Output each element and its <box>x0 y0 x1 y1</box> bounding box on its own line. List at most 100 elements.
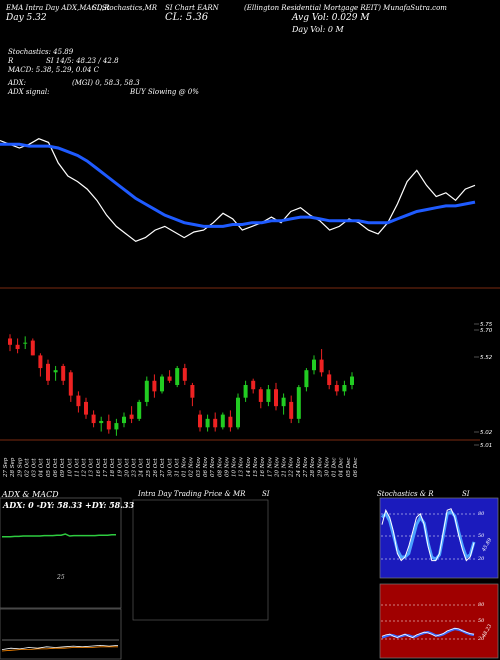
stoch-r-line <box>380 509 476 562</box>
candle-body <box>296 387 301 419</box>
date-label: 06 Dec <box>353 458 359 478</box>
candle-body <box>220 414 225 428</box>
candle-body <box>319 359 324 373</box>
date-label: 19 Oct <box>117 458 123 477</box>
rsi-level-80: 80 <box>478 602 485 608</box>
date-axis-group: 27 Sep 28 Sep 29 Sep 02 Oct 03 Oct 04 Oct 05 O… <box>3 456 359 478</box>
price-tick-label: 5.52 <box>480 355 493 361</box>
candle-body <box>144 380 149 402</box>
date-label: 30 Nov <box>324 456 330 477</box>
stochastics-si-label: SI <box>462 490 470 498</box>
rsi-level-20: 20 <box>478 636 485 642</box>
date-label: 26 Oct <box>153 458 159 478</box>
date-label: 05 Oct <box>46 458 52 477</box>
date-label: 04 Oct <box>39 458 45 477</box>
intraday-si-label: SI <box>262 490 270 498</box>
date-label: 09 Nov <box>224 456 230 477</box>
date-label: 21 Nov <box>282 456 288 478</box>
candle-body <box>61 365 66 381</box>
date-label: 28 Sep <box>10 457 16 478</box>
stoch-level-80: 80 <box>478 511 485 517</box>
candle-body <box>312 359 316 371</box>
candle-body <box>53 370 58 373</box>
adx-panel-title: ADX & MACD <box>2 490 59 499</box>
candle-body <box>46 363 50 381</box>
r-label: R <box>8 57 14 65</box>
candle-body <box>243 385 248 398</box>
date-label: 28 Nov <box>310 456 316 478</box>
date-label: 01 Nov <box>182 456 188 477</box>
date-label: 06 Nov <box>203 456 209 477</box>
date-label: 22 Nov <box>289 456 295 478</box>
candle-body <box>160 376 164 392</box>
date-label: 25 Oct <box>146 458 152 478</box>
candle-body <box>289 401 294 419</box>
candle-body <box>15 344 20 350</box>
candle-body <box>152 380 157 392</box>
candle-body <box>213 418 218 428</box>
date-label: 24 Oct <box>139 458 145 478</box>
intraday-title: Intra Day Trading Price & MR <box>138 490 246 498</box>
adx-panel-values: ADX: 0 -DY: 58.33 +DY: 58.33 <box>3 500 135 510</box>
candle-body <box>8 338 12 345</box>
si-text: SI 14/5: 48.23 / 42.8 <box>46 57 119 65</box>
candle-body <box>266 389 271 402</box>
date-label: 13 Nov <box>239 456 245 477</box>
ema-line <box>0 142 476 228</box>
candle-body <box>122 416 126 424</box>
date-label: 16 Nov <box>260 456 266 477</box>
stochastics-text: Stochastics: 45.89 <box>8 48 74 56</box>
candle-body <box>114 423 119 430</box>
adx-level-label: 25 <box>57 574 65 581</box>
macd-signal-line <box>1 646 118 652</box>
macd-panel <box>0 608 122 660</box>
date-label: 02 Oct <box>24 458 30 477</box>
stoch-line <box>381 508 475 562</box>
date-label: 29 Nov <box>317 456 323 478</box>
candle-body <box>91 414 96 424</box>
date-label: 27 Sep <box>3 457 9 478</box>
candle-body <box>190 385 195 398</box>
candle-body <box>76 395 81 407</box>
candle-body <box>327 374 332 385</box>
adx-value-text: (MGI) 0, 58.3, 58.3 <box>72 79 140 87</box>
stochastics-title: Stochastics & R <box>377 490 434 498</box>
stoch-level-50: 50 <box>478 533 485 539</box>
date-label: 16 Oct <box>96 458 102 477</box>
price-tick-label: 5.02 <box>480 430 493 436</box>
candle-body <box>198 414 202 428</box>
candle-body <box>281 397 286 407</box>
candle-body <box>129 414 134 419</box>
candle-body <box>38 355 43 369</box>
stoch-level-20: 20 <box>478 556 485 562</box>
candle-body <box>30 340 35 356</box>
date-label: 11 Oct <box>74 458 80 477</box>
header-day-change: Day 5.32 <box>6 13 47 23</box>
date-label: 10 Nov <box>232 456 238 477</box>
candle-body <box>106 420 111 430</box>
adx-line <box>2 533 116 538</box>
date-label: 17 Nov <box>267 456 273 477</box>
ema-line-group <box>0 138 476 242</box>
date-label: 07 Nov <box>210 456 216 477</box>
candle-body <box>304 370 309 388</box>
si-line <box>381 627 475 638</box>
adx-panel <box>0 497 122 609</box>
candle-body <box>23 342 28 344</box>
date-label: 06 Oct <box>53 458 59 477</box>
date-label: 23 Oct <box>132 458 138 478</box>
candle-body <box>236 397 240 428</box>
price-tick-label: 5.75 <box>480 322 493 328</box>
date-label: 12 Oct <box>82 458 88 477</box>
date-label: 20 Nov <box>274 456 280 478</box>
candle-body <box>258 389 263 402</box>
date-label: 27 Nov <box>303 456 309 478</box>
candle-body <box>84 401 88 415</box>
date-label: 08 Nov <box>217 456 223 477</box>
date-label: 20 Oct <box>124 458 130 478</box>
stochastics-line-group <box>380 508 476 562</box>
date-label: 03 Nov <box>196 456 202 477</box>
avg-vol-label: Avg Vol: 0.029 M <box>292 13 370 23</box>
candle-body <box>334 385 339 392</box>
